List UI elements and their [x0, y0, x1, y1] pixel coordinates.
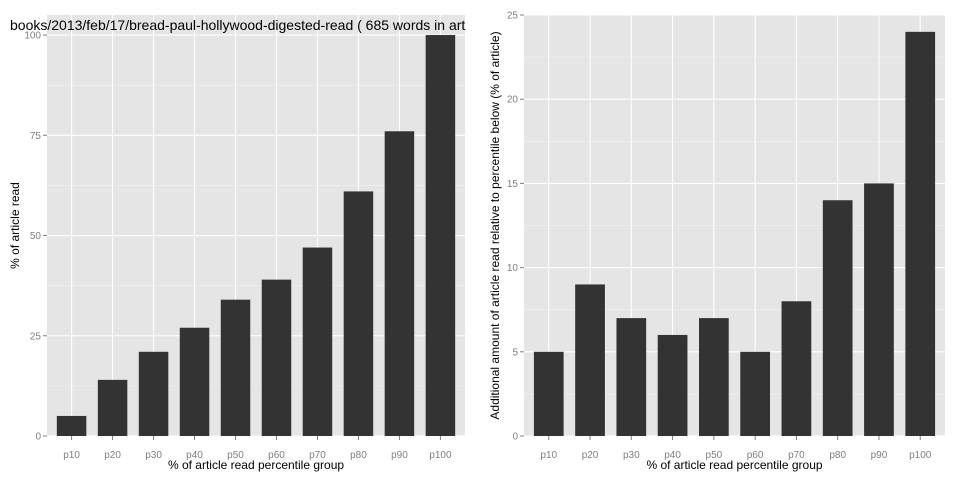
x-tick-label: p20: [104, 450, 121, 461]
x-axis-title: % of article read percentile group: [646, 458, 822, 472]
bar-p30[interactable]: [616, 318, 647, 436]
x-tick-label: p40: [186, 450, 203, 461]
bar-p50[interactable]: [220, 299, 251, 436]
y-axis-title: % of article read: [8, 182, 22, 269]
bar-p40[interactable]: [179, 327, 210, 436]
y-tick-label: 15: [507, 179, 519, 190]
x-tick-label: p90: [391, 450, 408, 461]
x-tick-label: p40: [664, 450, 681, 461]
bar-p100[interactable]: [905, 31, 936, 437]
bar-p80[interactable]: [822, 200, 853, 436]
bar-p20[interactable]: [575, 284, 605, 436]
y-tick-label: 25: [30, 331, 42, 342]
bar-p10[interactable]: [533, 351, 564, 436]
x-tick-label: p30: [623, 450, 640, 461]
x-tick-label: p50: [706, 450, 723, 461]
x-tick-label: p100: [909, 450, 932, 461]
bar-p40[interactable]: [657, 334, 688, 436]
y-tick-label: 75: [30, 131, 42, 142]
x-tick-label: p50: [227, 450, 244, 461]
y-tick-label: 20: [507, 95, 519, 106]
bar-p60[interactable]: [740, 351, 770, 436]
x-tick-label: p70: [309, 450, 326, 461]
y-tick-label: 25: [507, 11, 519, 22]
bar-p90[interactable]: [864, 183, 894, 436]
x-tick-label: p80: [829, 450, 846, 461]
bar-p50[interactable]: [699, 318, 729, 436]
bar-p60[interactable]: [261, 279, 292, 436]
x-tick-label: p10: [540, 450, 557, 461]
x-tick-label: p30: [145, 450, 162, 461]
y-tick-label: 10: [507, 263, 519, 274]
bar-p10[interactable]: [56, 415, 87, 436]
chart-title: books/2013/feb/17/bread-paul-hollywood-d…: [10, 17, 465, 33]
chart-panel-2: 0 5 10 15 20 25 p10 p20 p30 p40 p50 p60 p70 p80 p90 p10…: [488, 11, 945, 472]
x-axis-title: % of article read percentile group: [168, 458, 344, 472]
x-tick-label: p60: [268, 450, 285, 461]
bar-p20[interactable]: [97, 379, 128, 436]
x-tick-label: p60: [747, 450, 764, 461]
bar-p30[interactable]: [138, 351, 169, 436]
bar-p70[interactable]: [781, 301, 812, 436]
x-tick-label: p90: [871, 450, 888, 461]
bar-p100[interactable]: [425, 35, 456, 437]
y-tick-label: 0: [35, 432, 41, 443]
y-tick-label: 5: [512, 347, 518, 358]
chart-panel-1: 0 25 50 75 100 p10 p20 p30 p40 p50 p60 p70 p80 p90 p10…: [8, 15, 465, 472]
x-tick-label: p100: [429, 450, 452, 461]
bar-p70[interactable]: [302, 247, 333, 436]
bar-p90[interactable]: [384, 131, 415, 436]
bar-p80[interactable]: [343, 191, 374, 436]
x-tick-label: p20: [582, 450, 599, 461]
y-tick-label: 50: [30, 231, 42, 242]
x-tick-label: p70: [788, 450, 805, 461]
y-tick-label: 100: [24, 31, 41, 42]
x-tick-label: p10: [63, 450, 80, 461]
y-axis-title: Additional amount of article read relati…: [488, 31, 502, 419]
x-tick-label: p80: [350, 450, 367, 461]
y-tick-label: 0: [512, 432, 518, 443]
